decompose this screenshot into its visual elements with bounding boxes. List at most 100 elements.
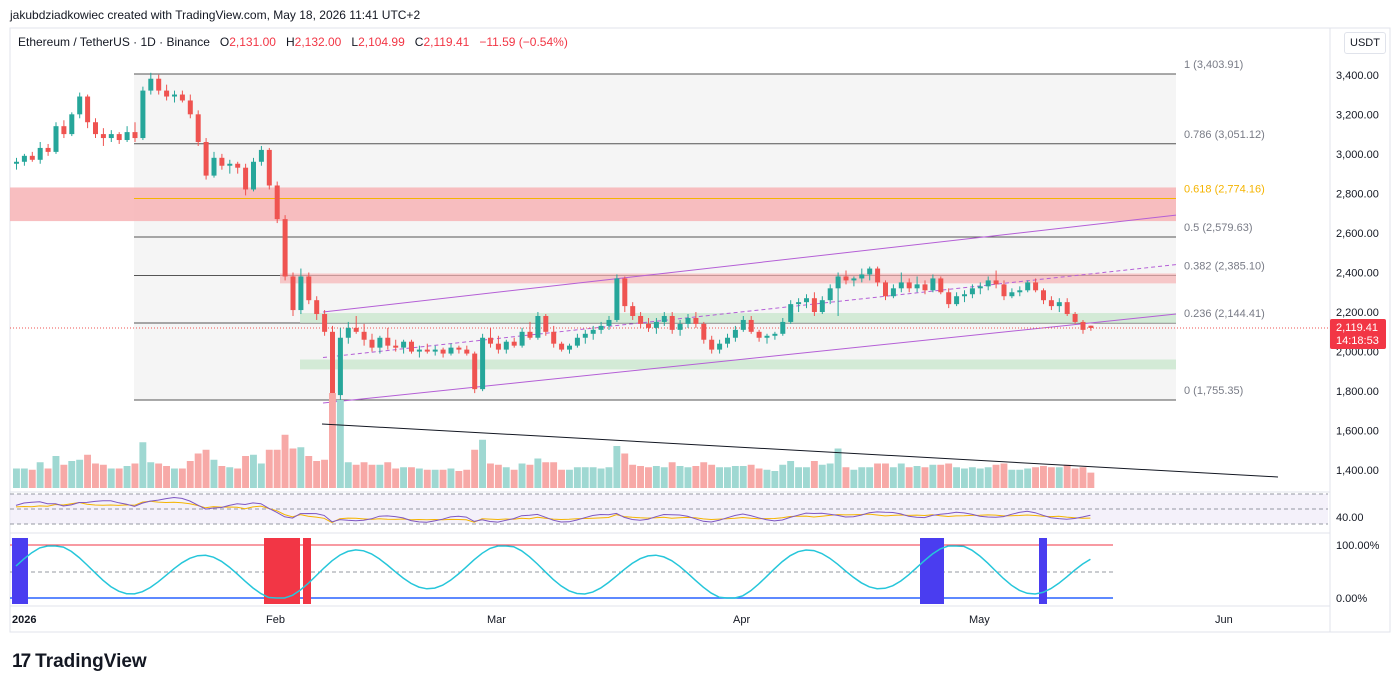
volume-bar	[739, 466, 747, 488]
volume-bar	[961, 468, 968, 488]
volume-bar	[376, 464, 384, 488]
volume-bar	[779, 464, 787, 488]
osc-line	[15, 545, 1091, 599]
volume-bar	[684, 467, 692, 488]
candle-body	[353, 327, 359, 332]
volume-bar	[597, 468, 605, 488]
volume-bar	[676, 466, 684, 488]
fib-label: 0.382 (2,385.10)	[1184, 260, 1265, 272]
volume-bar	[716, 467, 723, 488]
candle-body	[448, 347, 454, 354]
price-tick-label: 1,400.00	[1336, 465, 1379, 477]
volume-bar	[621, 453, 629, 488]
currency-button[interactable]: USDT	[1344, 32, 1386, 54]
volume-bar	[992, 464, 1000, 488]
volume-bar	[889, 467, 897, 488]
osc-bottom-label: 0.00%	[1336, 593, 1367, 605]
candle-body	[69, 114, 75, 135]
support-zone-green	[300, 313, 1176, 323]
support-zone-green-lower	[300, 359, 1176, 370]
candle-body	[559, 343, 565, 350]
symbol-title[interactable]: Ethereum / TetherUS · 1D · Binance	[18, 35, 210, 49]
volume-bar	[163, 466, 170, 488]
candle-body	[164, 90, 170, 97]
volume-bar	[834, 448, 842, 488]
countdown-tag-label: 14:18:53	[1336, 335, 1379, 347]
volume-bar	[455, 471, 463, 488]
candle-body	[709, 339, 715, 350]
volume-bar	[510, 469, 518, 488]
channel-lower-line	[322, 313, 1177, 404]
channel-upper-line	[322, 214, 1177, 313]
volume-bar	[194, 453, 202, 488]
candle-body	[156, 78, 162, 91]
volume-bar	[858, 467, 866, 488]
candle-body	[969, 288, 975, 295]
close-label: C	[414, 35, 424, 49]
volume-bar	[1000, 463, 1008, 488]
volume-bar	[368, 464, 376, 488]
time-axis-label: Mar	[487, 614, 506, 626]
volume-bar	[1055, 467, 1063, 488]
candle-body	[764, 335, 770, 338]
candle-body	[282, 219, 288, 277]
candle-body	[432, 349, 438, 352]
chart-attribution: jakubdziadkowiec created with TradingVie…	[10, 8, 421, 22]
candle-body	[1025, 282, 1031, 291]
candle-body	[962, 294, 967, 297]
volume-bar	[84, 454, 91, 488]
candle-body	[203, 142, 209, 176]
volume-bar	[344, 462, 352, 488]
osc-block-red	[264, 538, 300, 604]
symbol-legend[interactable]: Ethereum / TetherUS · 1D · Binance O2,13…	[18, 35, 568, 49]
candle-body	[1064, 302, 1070, 315]
osc-block-red	[303, 538, 311, 604]
volume-bar	[550, 462, 558, 488]
volume-bar	[384, 462, 392, 488]
candle-body	[53, 126, 59, 152]
volume-bar	[1008, 469, 1016, 488]
volume-bar	[708, 464, 716, 488]
volume-bar	[921, 467, 929, 488]
candle-body	[140, 90, 146, 139]
candle-body	[21, 155, 27, 162]
candle-body	[290, 276, 296, 311]
volume-bar	[558, 469, 565, 488]
fib-label: 0 (1,755.35)	[1184, 385, 1243, 397]
volume-bar	[20, 468, 28, 488]
volume-bar	[415, 468, 423, 488]
volume-bar	[352, 464, 360, 488]
volume-bar	[321, 459, 328, 488]
volume-bar	[613, 446, 621, 488]
price-tick-label: 3,400.00	[1336, 70, 1379, 82]
volume-bar	[818, 464, 826, 488]
candle-body	[179, 94, 185, 101]
volume-bar	[131, 463, 139, 488]
candle-body	[314, 300, 320, 315]
volume-bar	[234, 468, 242, 488]
volume-bar	[526, 464, 534, 488]
volume-bar	[850, 469, 858, 488]
volume-bar	[226, 467, 234, 488]
candle-body	[590, 329, 596, 334]
volume-bar	[210, 459, 218, 488]
volume-bar	[115, 468, 123, 488]
volume-bar	[905, 467, 913, 488]
volume-bar	[724, 467, 731, 488]
tradingview-brand[interactable]: 17 TradingView	[12, 651, 147, 673]
candle-body	[661, 316, 667, 322]
candle-body	[551, 331, 557, 344]
price-tick-label: 2,000.00	[1336, 347, 1379, 359]
candle-body	[890, 288, 896, 297]
volume-bar	[463, 469, 471, 488]
volume-bar	[984, 467, 992, 488]
price-tick-label: 3,000.00	[1336, 149, 1379, 161]
time-axis-label: 2026	[12, 614, 36, 626]
volume-bar	[439, 469, 447, 488]
volume-bar	[147, 462, 155, 488]
volume-trendline	[321, 423, 1279, 478]
candle-body	[725, 337, 730, 344]
price-tick-label: 1,800.00	[1336, 386, 1379, 398]
volume-bar	[929, 464, 937, 488]
